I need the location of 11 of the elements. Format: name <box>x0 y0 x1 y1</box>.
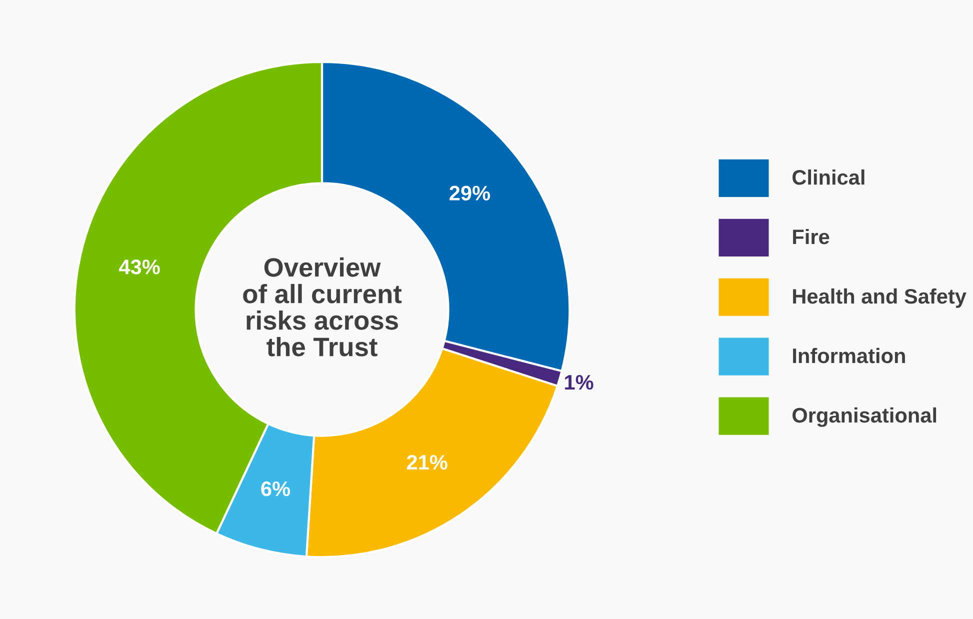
legend-label: Health and Safety <box>793 288 966 308</box>
legend-label: Organisational <box>792 407 936 427</box>
data-label: 29% <box>450 186 490 201</box>
data-label: 6% <box>261 481 290 496</box>
data-label: 21% <box>406 454 448 470</box>
data-label: 1% <box>565 374 594 390</box>
legend-label: Fire <box>793 228 830 244</box>
legend-label: Clinical <box>792 169 864 185</box>
text: Overview of all current risks across the Trust <box>243 257 402 356</box>
data-label: 43% <box>119 260 160 274</box>
legend-label: Information <box>793 348 905 364</box>
